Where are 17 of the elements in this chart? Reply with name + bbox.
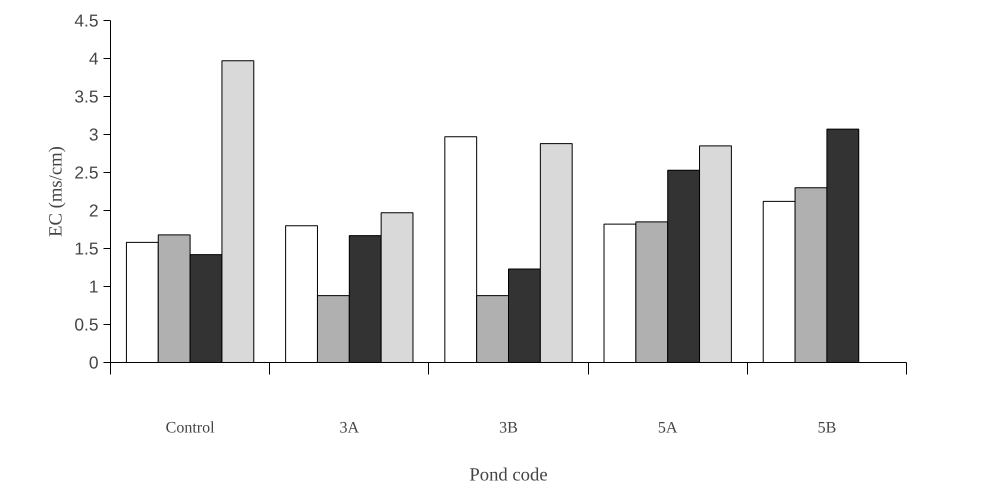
- y-tick-label: 1.5: [74, 238, 99, 258]
- x-tick-label: 3B: [499, 420, 518, 436]
- y-tick-label: 3: [88, 124, 99, 144]
- y-tick-label: 2: [88, 200, 99, 220]
- x-tick-label: 5A: [658, 420, 678, 436]
- y-tick-label: 4.5: [74, 10, 99, 30]
- y-tick-label: 0.5: [74, 314, 99, 334]
- x-axis-title: Pond code: [469, 464, 548, 486]
- x-tick-label: Control: [166, 420, 216, 436]
- y-axis-title: EC (ms/cm): [45, 146, 66, 237]
- y-tick-label: 0: [88, 352, 99, 372]
- x-tick-label: 3A: [340, 420, 360, 436]
- y-tick-label: 3.5: [74, 86, 99, 106]
- y-tick-label: 2.5: [74, 162, 99, 182]
- y-tick-label: 4: [88, 48, 99, 68]
- y-tick-label: 1: [88, 276, 99, 296]
- x-tick-label: 5B: [818, 420, 836, 436]
